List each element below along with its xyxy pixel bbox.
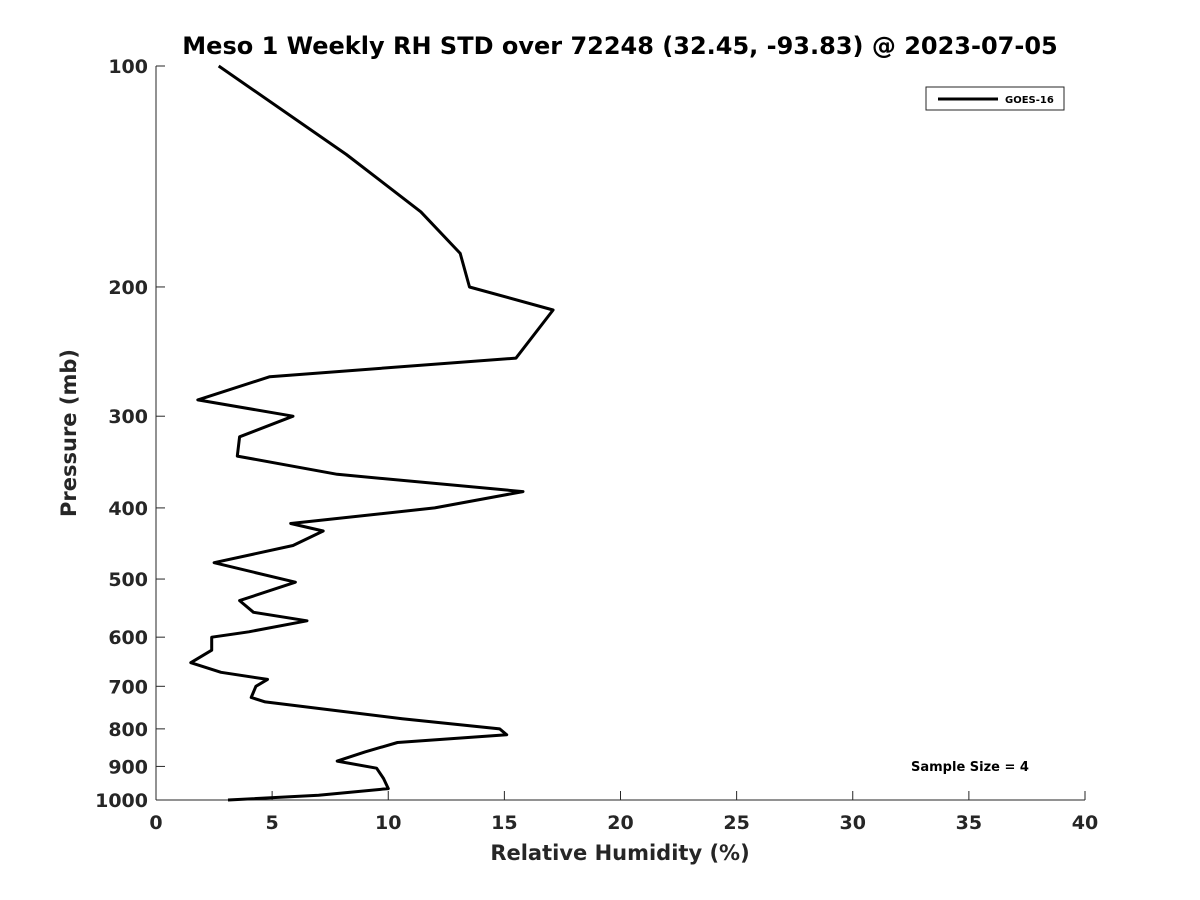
x-tick-label: 35 (956, 812, 982, 834)
y-tick-label: 1000 (95, 790, 148, 812)
y-tick-label: 900 (108, 756, 148, 778)
series-line-goes-16 (189, 64, 555, 802)
y-tick-label: 700 (108, 676, 148, 698)
y-tick-label: 600 (108, 627, 148, 649)
y-tick-label: 500 (108, 569, 148, 591)
y-tick-label: 300 (108, 406, 148, 428)
x-axis-ticks: 0 5 10 15 20 25 30 35 40 (149, 791, 1098, 834)
legend: GOES-16 (925, 86, 1065, 111)
y-tick-label: 800 (108, 719, 148, 741)
x-axis-label: Relative Humidity (%) (490, 841, 749, 865)
x-tick-label: 15 (491, 812, 517, 834)
sample-size-annotation: Sample Size = 4 (911, 760, 1029, 775)
x-tick-label: 5 (266, 812, 279, 834)
x-tick-label: 20 (607, 812, 633, 834)
x-tick-label: 10 (375, 812, 401, 834)
y-tick-label: 200 (108, 277, 148, 299)
series-group (189, 64, 555, 802)
x-tick-label: 40 (1072, 812, 1098, 834)
chart-title: Meso 1 Weekly RH STD over 72248 (32.45, … (182, 32, 1057, 60)
y-axis-label: Pressure (mb) (57, 349, 81, 517)
y-axis-ticks: 100 200 300 400 500 600 700 800 900 1000 (95, 56, 165, 812)
y-tick-label: 400 (108, 498, 148, 520)
x-tick-label: 30 (840, 812, 866, 834)
legend-entry-goes-16: GOES-16 (1005, 95, 1054, 106)
x-tick-label: 25 (723, 812, 749, 834)
x-tick-label: 0 (149, 812, 162, 834)
y-tick-label: 100 (108, 56, 148, 78)
